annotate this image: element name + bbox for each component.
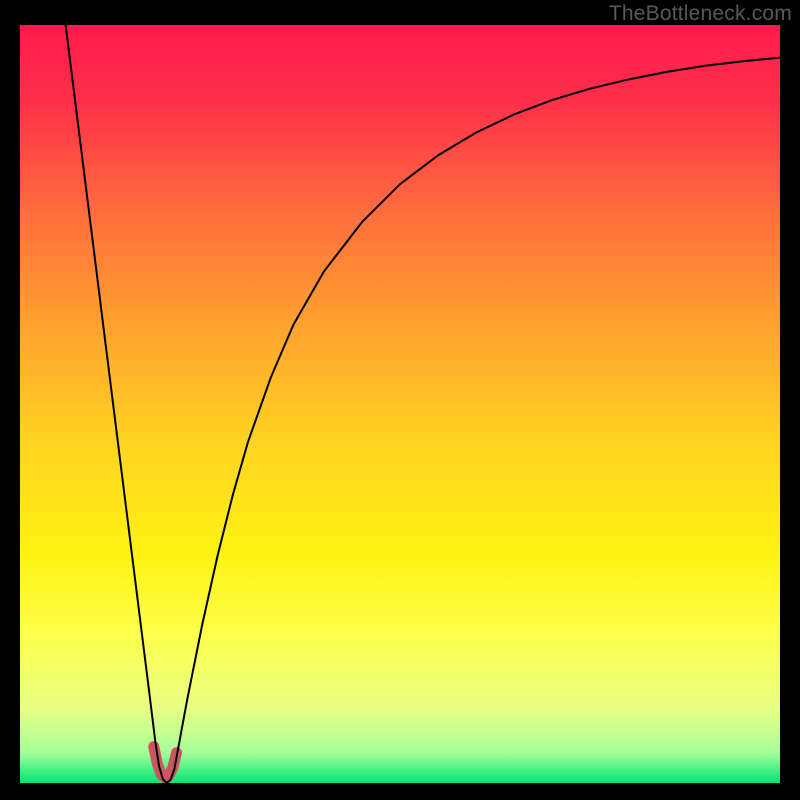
chart-container: TheBottleneck.com bbox=[0, 0, 800, 800]
plot-background-gradient bbox=[20, 25, 780, 783]
bottleneck-chart bbox=[0, 0, 800, 800]
watermark-text: TheBottleneck.com bbox=[609, 2, 792, 26]
